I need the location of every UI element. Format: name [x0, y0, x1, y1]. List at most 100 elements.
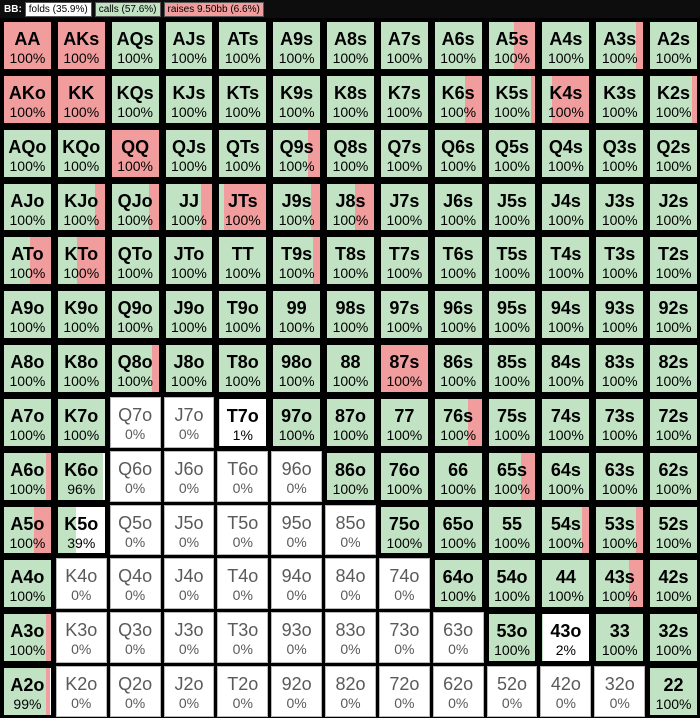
hand-cell-t7s[interactable]: T7s 100% — [378, 235, 430, 287]
hand-cell-t8o[interactable]: T8o 100% — [217, 343, 269, 394]
hand-cell-84s[interactable]: 84s 100% — [540, 343, 592, 394]
hand-cell-kqo[interactable]: KQo 100% — [55, 127, 107, 179]
hand-cell-ajo[interactable]: AJo 100% — [2, 181, 53, 233]
hand-cell-j6s[interactable]: J6s 100% — [432, 181, 484, 233]
hand-cell-q3o[interactable]: Q3o 0% — [109, 612, 161, 664]
hand-cell-j5s[interactable]: J5s 100% — [486, 181, 538, 233]
hand-cell-t2o[interactable]: T2o 0% — [217, 666, 269, 717]
hand-cell-q4o[interactable]: Q4o 0% — [109, 558, 161, 610]
hand-cell-kjs[interactable]: KJs 100% — [163, 73, 215, 125]
hand-cell-k3s[interactable]: K3s 100% — [594, 73, 646, 125]
hand-cell-44[interactable]: 44 100% — [540, 558, 592, 610]
hand-cell-t9o[interactable]: T9o 100% — [217, 289, 269, 341]
hand-cell-j3s[interactable]: J3s 100% — [594, 181, 646, 233]
hand-cell-aks[interactable]: AKs 100% — [55, 20, 107, 71]
hand-cell-qts[interactable]: QTs 100% — [217, 127, 269, 179]
hand-cell-72s[interactable]: 72s 100% — [648, 396, 699, 448]
hand-cell-j2o[interactable]: J2o 0% — [163, 666, 215, 717]
hand-cell-q9s[interactable]: Q9s 100% — [271, 127, 323, 179]
hand-cell-52o[interactable]: 52o 0% — [486, 666, 538, 717]
hand-cell-k2s[interactable]: K2s 100% — [648, 73, 699, 125]
hand-cell-k7s[interactable]: K7s 100% — [378, 73, 430, 125]
hand-cell-k2o[interactable]: K2o 0% — [55, 666, 107, 717]
hand-cell-53o[interactable]: 53o 100% — [486, 612, 538, 664]
hand-cell-ajs[interactable]: AJs 100% — [163, 20, 215, 71]
hand-cell-tt[interactable]: TT 100% — [217, 235, 269, 287]
hand-cell-a6s[interactable]: A6s 100% — [432, 20, 484, 71]
hand-cell-qjs[interactable]: QJs 100% — [163, 127, 215, 179]
hand-cell-a3o[interactable]: A3o 100% — [2, 612, 53, 664]
hand-cell-t7o[interactable]: T7o 1% — [217, 396, 269, 448]
hand-cell-97s[interactable]: 97s 100% — [378, 289, 430, 341]
hand-cell-q2s[interactable]: Q2s 100% — [648, 127, 699, 179]
hand-cell-33[interactable]: 33 100% — [594, 612, 646, 664]
hand-cell-t3o[interactable]: T3o 0% — [217, 612, 269, 664]
hand-cell-j4o[interactable]: J4o 0% — [163, 558, 215, 610]
hand-cell-a3s[interactable]: A3s 100% — [594, 20, 646, 71]
hand-cell-j7s[interactable]: J7s 100% — [378, 181, 430, 233]
hand-cell-95o[interactable]: 95o 0% — [271, 504, 323, 556]
hand-cell-q5o[interactable]: Q5o 0% — [109, 504, 161, 556]
hand-cell-72o[interactable]: 72o 0% — [378, 666, 430, 717]
hand-cell-86o[interactable]: 86o 100% — [325, 450, 376, 502]
hand-cell-k8s[interactable]: K8s 100% — [325, 73, 376, 125]
hand-cell-q8o[interactable]: Q8o 100% — [109, 343, 161, 394]
hand-cell-73s[interactable]: 73s 100% — [594, 396, 646, 448]
hand-cell-qjo[interactable]: QJo 100% — [109, 181, 161, 233]
hand-cell-q4s[interactable]: Q4s 100% — [540, 127, 592, 179]
hand-cell-k6o[interactable]: K6o 96% — [55, 450, 107, 502]
hand-cell-t9s[interactable]: T9s 100% — [271, 235, 323, 287]
hand-cell-93s[interactable]: 93s 100% — [594, 289, 646, 341]
hand-cell-99[interactable]: 99 100% — [271, 289, 323, 341]
hand-cell-32s[interactable]: 32s 100% — [648, 612, 699, 664]
hand-cell-92s[interactable]: 92s 100% — [648, 289, 699, 341]
hand-cell-ato[interactable]: ATo 100% — [2, 235, 53, 287]
hand-cell-a5s[interactable]: A5s 100% — [486, 20, 538, 71]
hand-cell-t6o[interactable]: T6o 0% — [217, 450, 269, 502]
hand-cell-k4s[interactable]: K4s 100% — [540, 73, 592, 125]
hand-cell-qq[interactable]: QQ 100% — [109, 127, 161, 179]
hand-cell-a4s[interactable]: A4s 100% — [540, 20, 592, 71]
hand-cell-62s[interactable]: 62s 100% — [648, 450, 699, 502]
hand-cell-53s[interactable]: 53s 100% — [594, 504, 646, 556]
hand-cell-42o[interactable]: 42o 0% — [540, 666, 592, 717]
hand-cell-q2o[interactable]: Q2o 0% — [109, 666, 161, 717]
hand-cell-q7o[interactable]: Q7o 0% — [109, 396, 161, 448]
hand-cell-75s[interactable]: 75s 100% — [486, 396, 538, 448]
hand-cell-k9s[interactable]: K9s 100% — [271, 73, 323, 125]
hand-cell-55[interactable]: 55 100% — [486, 504, 538, 556]
hand-cell-32o[interactable]: 32o 0% — [594, 666, 646, 717]
hand-cell-63o[interactable]: 63o 0% — [432, 612, 484, 664]
hand-cell-75o[interactable]: 75o 100% — [378, 504, 430, 556]
hand-cell-a5o[interactable]: A5o 100% — [2, 504, 53, 556]
hand-cell-93o[interactable]: 93o 0% — [271, 612, 323, 664]
hand-cell-aqs[interactable]: AQs 100% — [109, 20, 161, 71]
hand-cell-jto[interactable]: JTo 100% — [163, 235, 215, 287]
hand-cell-63s[interactable]: 63s 100% — [594, 450, 646, 502]
hand-cell-aa[interactable]: AA 100% — [2, 20, 53, 71]
hand-cell-j2s[interactable]: J2s 100% — [648, 181, 699, 233]
hand-cell-t4s[interactable]: T4s 100% — [540, 235, 592, 287]
hand-cell-a4o[interactable]: A4o 100% — [2, 558, 53, 610]
hand-cell-k7o[interactable]: K7o 100% — [55, 396, 107, 448]
hand-cell-q6o[interactable]: Q6o 0% — [109, 450, 161, 502]
hand-cell-62o[interactable]: 62o 0% — [432, 666, 484, 717]
hand-cell-98s[interactable]: 98s 100% — [325, 289, 376, 341]
hand-cell-76s[interactable]: 76s 100% — [432, 396, 484, 448]
hand-cell-22[interactable]: 22 100% — [648, 666, 699, 717]
hand-cell-43o[interactable]: 43o 2% — [540, 612, 592, 664]
hand-cell-j7o[interactable]: J7o 0% — [163, 396, 215, 448]
hand-cell-a8s[interactable]: A8s 100% — [325, 20, 376, 71]
hand-cell-54o[interactable]: 54o 100% — [486, 558, 538, 610]
hand-cell-kjo[interactable]: KJo 100% — [55, 181, 107, 233]
hand-cell-k9o[interactable]: K9o 100% — [55, 289, 107, 341]
hand-cell-a7o[interactable]: A7o 100% — [2, 396, 53, 448]
hand-cell-ats[interactable]: ATs 100% — [217, 20, 269, 71]
hand-cell-74s[interactable]: 74s 100% — [540, 396, 592, 448]
hand-cell-86s[interactable]: 86s 100% — [432, 343, 484, 394]
hand-cell-96s[interactable]: 96s 100% — [432, 289, 484, 341]
hand-cell-a7s[interactable]: A7s 100% — [378, 20, 430, 71]
hand-cell-54s[interactable]: 54s 100% — [540, 504, 592, 556]
hand-cell-a6o[interactable]: A6o 100% — [2, 450, 53, 502]
hand-cell-j8s[interactable]: J8s 100% — [325, 181, 376, 233]
